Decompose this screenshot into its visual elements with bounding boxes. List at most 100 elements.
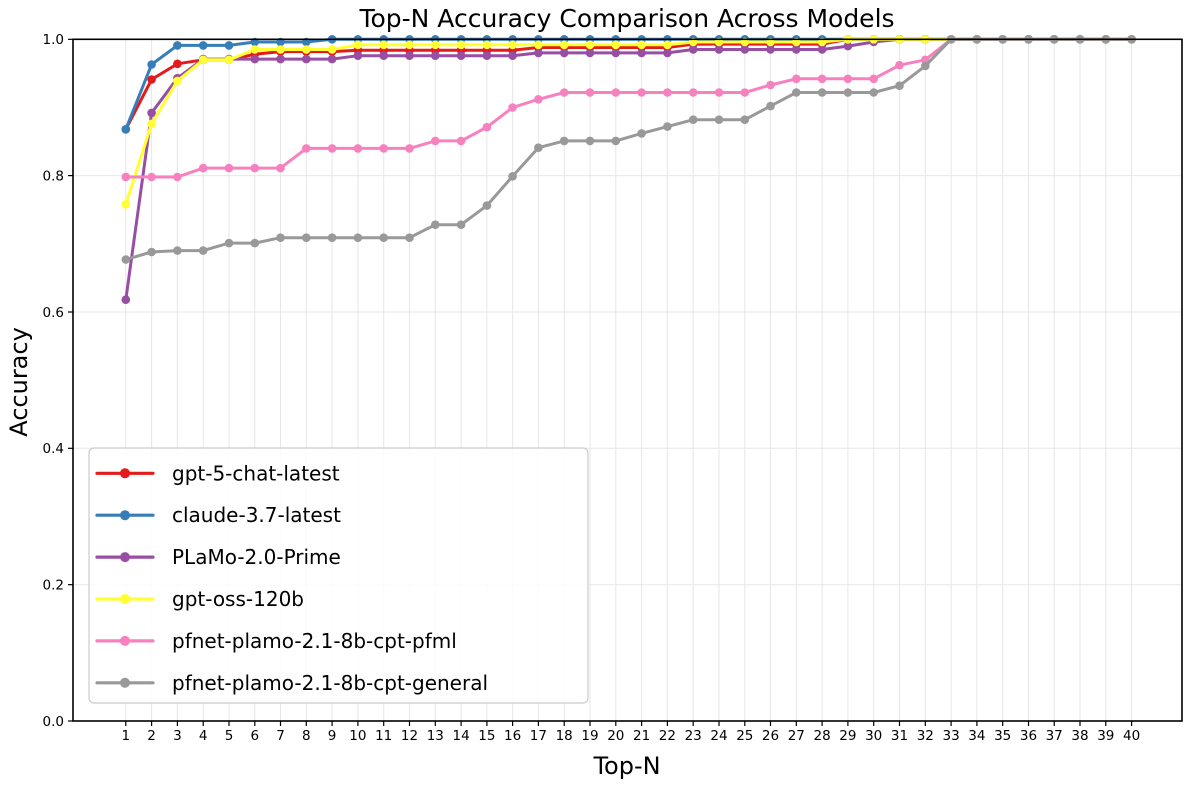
data-point (173, 172, 182, 182)
x-tick-label: 34 (968, 728, 985, 744)
data-point (688, 88, 698, 97)
data-point (456, 136, 466, 146)
data-point (276, 45, 285, 54)
x-tick-label: 4 (199, 728, 208, 744)
data-point (198, 163, 208, 173)
legend-item-gpt-oss-120b: gpt-oss-120b (95, 587, 304, 611)
x-axis: 1 2 3 4 5 6 7 8 9 10 11 12 13 14 15 16 17 18 19 20 21 22 23 24 2… (122, 721, 1140, 744)
data-point (121, 255, 131, 264)
data-point (327, 45, 337, 54)
data-point (714, 45, 724, 54)
data-point (792, 88, 801, 97)
data-point (740, 88, 750, 97)
data-point (895, 60, 904, 70)
data-point (379, 51, 389, 60)
data-point (302, 233, 311, 242)
legend-marker (120, 677, 130, 688)
data-point (688, 115, 698, 124)
data-point (431, 136, 440, 146)
data-point (817, 45, 827, 54)
data-point (224, 41, 234, 50)
data-point (147, 60, 156, 69)
data-point (482, 201, 492, 210)
data-point (379, 40, 389, 50)
data-point (147, 172, 156, 182)
legend-item-pfnet-plamo-2.1-8b-cpt-general: pfnet-plamo-2.1-8b-cpt-general (95, 671, 488, 695)
data-point (353, 233, 363, 242)
data-point (250, 54, 260, 64)
x-tick-label: 37 (1046, 728, 1063, 744)
legend-item-claude-3.7-latest: claude-3.7-latest (95, 503, 341, 527)
legend-marker (120, 552, 130, 563)
data-point (585, 48, 595, 58)
data-point (843, 41, 853, 51)
data-point (895, 81, 904, 90)
data-point (431, 51, 440, 60)
data-point (482, 51, 492, 60)
data-point (276, 54, 285, 64)
legend-label: pfnet-plamo-2.1-8b-cpt-pfml (172, 629, 457, 653)
x-tick-label: 2 (147, 728, 156, 744)
x-tick-label: 8 (302, 728, 311, 744)
data-point (173, 76, 182, 86)
x-tick-label: 9 (328, 728, 337, 744)
data-point (637, 48, 646, 58)
data-point (147, 247, 156, 257)
legend-marker (120, 635, 130, 646)
data-point (121, 295, 131, 305)
x-tick-label: 21 (633, 728, 650, 744)
data-point (147, 75, 156, 84)
data-point (327, 144, 337, 153)
legend-item-pfnet-plamo-2.1-8b-cpt-pfml: pfnet-plamo-2.1-8b-cpt-pfml (95, 629, 457, 653)
data-point (611, 48, 621, 58)
data-point (559, 48, 569, 58)
data-point (869, 74, 878, 84)
data-point (327, 233, 337, 242)
x-tick-label: 35 (994, 728, 1011, 744)
x-tick-label: 39 (1097, 728, 1114, 744)
data-point (792, 74, 801, 84)
data-point (173, 246, 182, 255)
x-tick-label: 15 (478, 728, 495, 744)
data-point (302, 144, 311, 153)
y-tick-label: 0.6 (43, 305, 64, 321)
data-point (559, 136, 569, 146)
data-point (740, 45, 750, 54)
data-point (869, 88, 878, 97)
data-point (250, 163, 260, 173)
data-point (173, 59, 182, 69)
data-point (508, 40, 517, 50)
data-point (559, 40, 569, 50)
x-tick-label: 30 (865, 728, 882, 744)
data-point (353, 144, 363, 153)
x-tick-label: 16 (504, 728, 521, 744)
x-tick-label: 1 (122, 728, 131, 744)
y-tick-label: 0.2 (43, 578, 64, 594)
data-point (611, 40, 621, 50)
data-point (405, 144, 414, 153)
x-tick-label: 22 (659, 728, 676, 744)
x-tick-label: 23 (685, 728, 702, 744)
x-tick-label: 14 (453, 728, 470, 744)
y-tick-label: 1.0 (43, 32, 64, 48)
x-tick-label: 7 (276, 728, 285, 744)
legend-label: pfnet-plamo-2.1-8b-cpt-general (172, 671, 488, 695)
x-tick-label: 32 (917, 728, 934, 744)
series-line (124, 37, 1134, 206)
data-point (379, 144, 389, 153)
data-point (198, 41, 208, 50)
data-point (766, 80, 775, 90)
data-point (250, 45, 260, 54)
data-point (276, 233, 285, 242)
legend-label: PLaMo-2.0-Prime (172, 545, 341, 569)
legend-label: gpt-oss-120b (172, 587, 304, 611)
data-point (663, 40, 672, 50)
data-point (585, 136, 595, 146)
data-point (405, 51, 414, 60)
x-tick-label: 33 (943, 728, 960, 744)
legend-item-gpt-5-chat-latest: gpt-5-chat-latest (95, 461, 340, 485)
data-point (482, 40, 492, 50)
data-point (508, 51, 517, 60)
x-tick-label: 25 (736, 728, 753, 744)
